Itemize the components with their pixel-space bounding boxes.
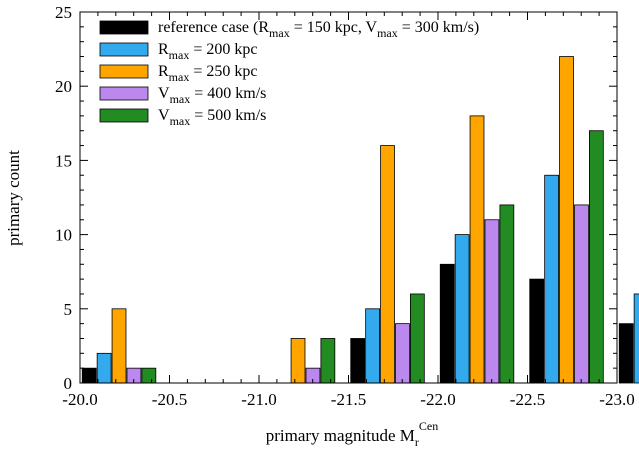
legend-swatch-3 [99,86,149,101]
bar-s3-b5 [574,204,589,384]
legend-swatch-1 [99,42,149,57]
y-tick-label: 5 [64,300,73,319]
y-tick-label: 10 [55,226,72,245]
bar-s2-b0 [111,308,127,384]
legend-swatch-2 [99,64,149,79]
bar-s1-b5 [544,174,559,384]
bar-s3-b3 [395,323,410,384]
x-tick-label: -20.5 [152,390,187,409]
x-tick-label: -21.5 [331,390,366,409]
legend-label-2: Rmax = 250 kpc [158,63,257,84]
x-axis-title: primary magnitude MrCen [266,419,439,449]
x-tick-label: -23.0 [599,390,634,409]
bar-s4-b5 [589,130,604,384]
y-axis-title: primary count [4,150,23,246]
bar-s2-b3 [380,145,395,384]
bar-s2-b5 [559,56,574,384]
y-tick-label: 20 [55,77,72,96]
bars-layer [81,56,639,384]
bar-s0-b4 [439,263,455,384]
bar-s4-b2 [320,338,336,384]
y-tick-label: 0 [64,374,73,393]
bar-s1-b6 [633,293,639,384]
legend-label-3: Vmax = 400 km/s [158,85,266,106]
bar-s1-b0 [96,352,112,384]
x-tick-label: -22.5 [510,390,545,409]
x-tick-label: -21.0 [241,390,276,409]
bar-s0-b0 [81,367,97,384]
bar-s4-b3 [409,293,425,384]
bar-s0-b3 [350,338,366,384]
legend-label-1: Rmax = 200 kpc [158,41,257,62]
bar-s0-b5 [529,278,545,384]
y-tick-label: 25 [55,3,72,22]
x-tick-label: -22.0 [420,390,455,409]
bar-s1-b4 [454,234,470,384]
legend-label-4: Vmax = 500 km/s [158,107,266,128]
y-tick-label: 15 [55,151,72,170]
x-tick-label: -20.0 [62,390,97,409]
bar-s1-b3 [365,308,380,384]
bar-s3-b4 [484,219,500,384]
legend-label-0: reference case (Rmax = 150 kpc, Vmax = 3… [158,19,479,40]
ticks-layer: -20.0 -20.5 -21.0 -21.5 -22.0 -22.5 -23.0 0 5 10 1… [55,3,635,409]
legend-swatch-4 [99,108,149,123]
legend: reference case (Rmax = 150 kpc, Vmax = 3… [99,19,479,128]
bar-s4-b0 [141,367,157,384]
bar-s2-b4 [469,115,485,384]
bar-s2-b2 [290,338,306,384]
bar-s0-b6 [618,323,634,384]
legend-swatch-0 [99,20,149,35]
bar-s4-b4 [499,204,515,384]
